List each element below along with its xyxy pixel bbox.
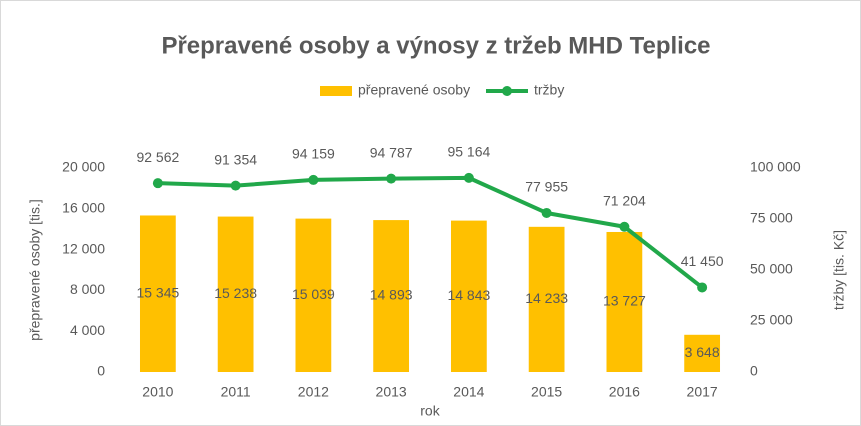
bar-value-label: 14 233 <box>525 290 568 306</box>
legend-marker <box>502 86 512 96</box>
line-marker <box>619 221 630 232</box>
line <box>157 175 704 290</box>
line-marker <box>541 207 552 218</box>
line-marker <box>697 282 708 293</box>
line-value-label: 94 787 <box>370 144 413 160</box>
x-axis-title: rok <box>420 403 440 419</box>
bar <box>528 226 565 372</box>
y-axis-title: přepravené osoby [tis.] <box>27 199 43 341</box>
x-tick-label: 2017 <box>687 384 718 400</box>
y2-tick-label: 50 000 <box>750 261 793 277</box>
line-value-label: 71 204 <box>603 192 646 208</box>
bar-value-label: 15 039 <box>292 286 335 302</box>
bar <box>450 220 487 372</box>
bar <box>373 220 410 372</box>
line-marker <box>463 172 474 183</box>
bar-value-label: 15 238 <box>214 285 257 301</box>
x-tick-label: 2016 <box>609 384 640 400</box>
line-value-label: 92 562 <box>136 149 179 165</box>
bar-value-label: 14 893 <box>370 287 413 303</box>
legend-label: přepravené osoby <box>358 82 470 98</box>
line-value-label: 95 164 <box>447 144 490 160</box>
legend-swatch <box>320 86 352 96</box>
line-value-label: 91 354 <box>214 151 257 167</box>
bar <box>139 215 176 372</box>
line-value-label: 41 450 <box>681 253 724 269</box>
x-tick-label: 2014 <box>453 384 484 400</box>
x-tick-label: 2010 <box>142 384 173 400</box>
chart-title: Přepravené osoby a výnosy z tržeb MHD Te… <box>161 32 710 59</box>
y2-tick-label: 75 000 <box>750 210 793 226</box>
legend-label: tržby <box>534 82 564 98</box>
bar <box>295 218 332 372</box>
y-tick-label: 0 <box>97 363 105 379</box>
x-tick-label: 2011 <box>221 384 251 400</box>
y2-tick-label: 0 <box>750 363 758 379</box>
line-marker <box>152 178 163 189</box>
bar <box>684 334 721 372</box>
bar <box>217 216 254 372</box>
x-tick-label: 2012 <box>298 384 329 400</box>
y2-tick-label: 100 000 <box>750 159 801 175</box>
x-tick-label: 2015 <box>531 384 562 400</box>
y-tick-label: 12 000 <box>62 240 105 256</box>
bar-value-label: 14 843 <box>447 287 490 303</box>
bar-value-label: 13 727 <box>603 293 646 309</box>
bar-value-label: 3 648 <box>685 344 720 360</box>
y2-tick-label: 25 000 <box>750 312 793 328</box>
y-tick-label: 16 000 <box>62 200 105 216</box>
line-marker <box>230 180 241 191</box>
y-tick-label: 20 000 <box>62 159 105 175</box>
line-value-label: 94 159 <box>292 146 335 162</box>
line-marker <box>308 174 319 185</box>
line-value-label: 77 955 <box>525 179 568 195</box>
y-tick-label: 8 000 <box>70 281 105 297</box>
line-marker <box>386 173 397 184</box>
bar <box>606 231 643 372</box>
x-tick-label: 2013 <box>376 384 407 400</box>
y-tick-label: 4 000 <box>70 322 105 338</box>
y2-axis-title: tržby [tis. Kč] <box>831 230 847 310</box>
bar-value-label: 15 345 <box>136 284 179 300</box>
